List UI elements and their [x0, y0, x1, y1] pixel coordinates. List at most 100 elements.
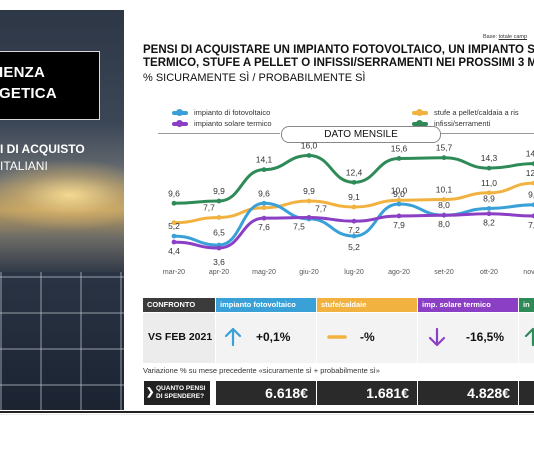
legend-marker-solare-termico — [176, 120, 183, 127]
series-line-2 — [172, 201, 534, 247]
point-3-2 — [261, 215, 267, 221]
cmp-header-solare-termico: imp. solare termico — [418, 298, 518, 312]
top-margin — [0, 0, 534, 10]
point-3-6 — [441, 212, 447, 218]
x-tick-ott-20: ott-20 — [480, 269, 498, 276]
data-label-12: 9,1 — [348, 192, 360, 202]
data-label-4: 12,4 — [346, 167, 363, 177]
spend-value-stufe: 1.681€ — [317, 381, 417, 405]
point-1-3 — [306, 198, 312, 204]
data-label-36: 7,9 — [528, 220, 534, 230]
period-label: DATO MENSILE — [281, 126, 441, 143]
point-0-6 — [441, 155, 447, 161]
point-0-3 — [306, 153, 312, 158]
legend-label-solare-termico: impianto solare termico — [194, 119, 272, 128]
x-tick-set-20: set-20 — [434, 269, 454, 276]
arrow-down-icon — [428, 327, 446, 347]
cmp-header-confronto: CONFRONTO — [143, 298, 215, 312]
cover-title-box: IENZA GETICA — [0, 51, 100, 120]
point-2-8 — [531, 202, 534, 208]
point-2-4 — [351, 233, 357, 239]
point-2-5 — [396, 201, 402, 207]
data-label-28: 3,6 — [213, 257, 225, 267]
point-1-0 — [171, 220, 177, 226]
data-label-8: 14,9 — [526, 149, 534, 159]
data-label-16: 12,3 — [526, 168, 534, 178]
point-2-7 — [486, 206, 492, 211]
cmp-value-stufe: -% — [360, 330, 375, 344]
cover-title-line2: GETICA — [0, 85, 57, 102]
point-0-1 — [216, 198, 222, 204]
legend-marker-fotovoltaico — [176, 109, 183, 116]
point-1-2 — [261, 205, 267, 211]
point-3-3 — [306, 215, 312, 220]
data-label-13: 10,0 — [391, 185, 408, 195]
data-label-35: 8,2 — [483, 218, 495, 228]
data-label-23: 8,0 — [438, 200, 450, 210]
cmp-header-infissi: in — [519, 298, 534, 312]
period-rule-right — [440, 133, 534, 134]
solar-panels-image — [0, 272, 124, 410]
data-label-29: 7,6 — [258, 222, 270, 232]
monthly-line-chart: 9,69,914,116,012,415,615,714,314,915,77,… — [163, 140, 534, 276]
data-label-14: 10,1 — [436, 185, 453, 195]
data-label-19: 5,2 — [168, 221, 180, 231]
variation-footnote: Variazione % su mese precedente «sicuram… — [143, 366, 380, 375]
point-3-5 — [396, 213, 402, 219]
x-tick-apr-20: apr-20 — [209, 269, 229, 276]
base-note: Base: totale camp — [483, 34, 528, 40]
data-label-7: 14,3 — [481, 153, 498, 163]
point-3-1 — [216, 245, 222, 251]
data-label-27: 6,5 — [213, 227, 225, 237]
point-3-8 — [531, 213, 534, 219]
page-divider — [0, 414, 534, 415]
data-label-15: 11,0 — [481, 178, 497, 188]
cmp-value-solare-termico: -16,5% — [466, 330, 505, 344]
x-tick-mar-20: mar-20 — [163, 269, 185, 276]
cmp-cell-solare-termico — [418, 313, 518, 363]
chart-subheadline: % SICURAMENTE SÌ / PROBABILMENTE SÌ — [143, 72, 366, 84]
data-label-5: 15,6 — [391, 143, 408, 153]
cmp-cell-infissi — [519, 313, 534, 363]
chevron-right-icon: ❯ — [146, 387, 155, 398]
point-1-6 — [441, 197, 447, 202]
cmp-header-stufe: stufe/caldaie — [317, 298, 417, 312]
x-tick-ago-20: ago-20 — [388, 269, 410, 276]
point-0-5 — [396, 156, 402, 161]
headline-line1: PENSI DI ACQUISTARE UN IMPIANTO FOTOVOLT… — [143, 44, 534, 56]
cmp-header-fotovoltaico: impianto fotovoltaico — [216, 298, 316, 312]
cmp-value-fotovoltaico: +0,1% — [256, 330, 291, 344]
arrow-up-icon — [524, 327, 534, 347]
legend-label-stufe: stufe a pellet/caldaia a ris — [434, 108, 519, 117]
data-label-32: 7,2 — [348, 225, 360, 235]
x-tick-giu-20: giu-20 — [299, 269, 319, 276]
point-0-4 — [351, 179, 357, 185]
point-1-4 — [351, 204, 357, 210]
point-1-5 — [396, 197, 402, 203]
x-tick-lug-20: lug-20 — [344, 269, 364, 276]
x-tick-mag-20: mag-20 — [252, 269, 276, 276]
cover-title-line1: IENZA — [0, 64, 45, 81]
headline-line2: TERMICO, STUFE A PELLET O INFISSI/SERRAM… — [143, 57, 534, 69]
data-label-26: 4,4 — [168, 246, 180, 256]
point-2-0 — [171, 233, 177, 239]
legend-marker-infissi — [416, 120, 423, 127]
data-label-6: 15,7 — [436, 143, 453, 153]
data-label-24: 8,9 — [483, 193, 495, 203]
x-tick-nov-20: nov-20 — [523, 269, 534, 276]
data-label-10: 7,7 — [203, 202, 215, 212]
arrow-up-icon — [224, 327, 242, 347]
spend-value-fotovoltaico: 6.618€ — [216, 381, 316, 405]
data-label-1: 9,9 — [213, 186, 225, 196]
data-label-33: 7,9 — [393, 220, 405, 230]
data-label-34: 8,0 — [438, 219, 450, 229]
data-label-30: 7,5 — [293, 221, 305, 231]
cover-subtitle-line1: I DI ACQUISTO — [0, 142, 85, 156]
data-label-20: 9,6 — [258, 188, 270, 198]
point-3-4 — [351, 218, 357, 224]
point-1-1 — [216, 215, 222, 220]
spend-question: QUANTO PENSI DI SPENDERE? — [144, 381, 210, 405]
dash-icon — [327, 335, 347, 339]
data-label-22: 9,0 — [393, 189, 405, 199]
